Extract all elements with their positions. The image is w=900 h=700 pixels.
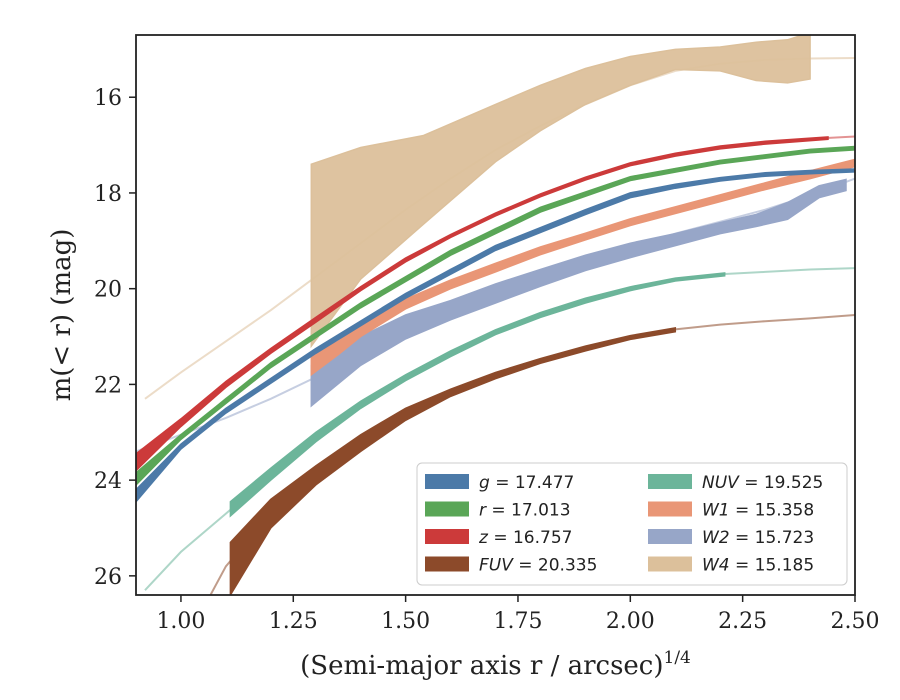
data-band-r — [136, 145, 855, 486]
legend-swatch-w2 — [648, 529, 692, 544]
legend-label-value: = 16.757 — [488, 528, 573, 548]
legend-label-z: z = 16.757 — [478, 528, 572, 548]
legend-label-w4: W4 = 15.185 — [702, 556, 814, 576]
x-axis-label-main: (Semi-major axis r / arcsec) — [300, 651, 663, 681]
x-tick-label: 2.25 — [718, 609, 767, 634]
legend-swatch-nuv — [648, 474, 692, 489]
data-band-w4 — [310, 35, 811, 349]
x-tick-label: 1.50 — [381, 609, 430, 634]
legend-label-w1: W1 = 15.358 — [702, 501, 814, 521]
x-axis-label-superscript: 1/4 — [664, 648, 691, 668]
legend-label-symbol: NUV — [702, 473, 740, 493]
legend-label-value: = 19.525 — [739, 473, 824, 493]
legend-label-value: = 20.335 — [513, 556, 598, 576]
legend-swatch-fuv — [425, 556, 469, 572]
legend-swatch-z — [425, 529, 469, 544]
legend-label-fuv: FUV = 20.335 — [479, 556, 597, 576]
legend-swatch-w1 — [648, 501, 692, 517]
x-tick-label: 1.75 — [493, 609, 542, 634]
legend-label-w2: W2 = 15.723 — [702, 528, 814, 548]
legend-label-g: g = 17.477 — [479, 473, 574, 493]
legend-label-symbol: W4 — [702, 556, 730, 576]
x-axis-ticks: 1.00 1.25 1.50 1.75 2.00 2.25 2.50 — [156, 595, 879, 634]
plot-frame — [135, 34, 856, 596]
data-band-nuv — [229, 272, 726, 518]
y-tick-label: 20 — [94, 278, 122, 303]
legend-label-symbol: FUV — [479, 556, 514, 576]
data-band-fuv — [229, 327, 677, 595]
data-band-g — [136, 168, 855, 503]
y-tick-label: 26 — [94, 565, 122, 590]
legend-label-symbol: g — [479, 473, 490, 493]
x-tick-label: 2.00 — [606, 609, 655, 634]
legend-label-symbol: z — [478, 528, 489, 548]
y-tick-label: 16 — [94, 86, 122, 111]
legend-label-value: = 17.477 — [490, 473, 575, 493]
x-tick-label: 2.50 — [831, 609, 880, 634]
legend-label-value: = 17.013 — [486, 501, 571, 521]
legend-label-symbol: W2 — [702, 528, 730, 548]
legend-label-value: = 15.185 — [730, 556, 815, 576]
y-tick-label: 22 — [94, 373, 122, 398]
data-band-w2 — [310, 178, 847, 408]
model-curve-r — [136, 147, 855, 481]
y-axis-ticks: 16 18 20 22 24 26 — [94, 86, 136, 590]
legend-label-symbol: W1 — [702, 501, 730, 521]
x-tick-label: 1.25 — [269, 609, 318, 634]
legend-swatch-r — [425, 501, 469, 517]
legend-box — [416, 462, 848, 586]
legend-swatch-g — [425, 474, 469, 489]
legend-swatch-w4 — [648, 556, 692, 572]
legend-label-value: = 15.358 — [730, 501, 815, 521]
y-tick-label: 18 — [94, 182, 122, 207]
data-band-z — [136, 136, 829, 472]
data-band-w1 — [310, 158, 855, 377]
y-axis-label: m(< r) (mag) — [47, 229, 77, 402]
data-bands — [136, 35, 855, 595]
x-axis-label: (Semi-major axis r / arcsec)1/4 — [300, 648, 691, 681]
x-tick-label: 1.00 — [156, 609, 205, 634]
legend-label-r: r = 17.013 — [479, 501, 571, 521]
legend-label-nuv: NUV = 19.525 — [702, 473, 823, 493]
legend-label-value: = 15.723 — [730, 528, 815, 548]
legend-label-symbol: r — [479, 501, 487, 521]
y-tick-label: 24 — [94, 469, 122, 494]
